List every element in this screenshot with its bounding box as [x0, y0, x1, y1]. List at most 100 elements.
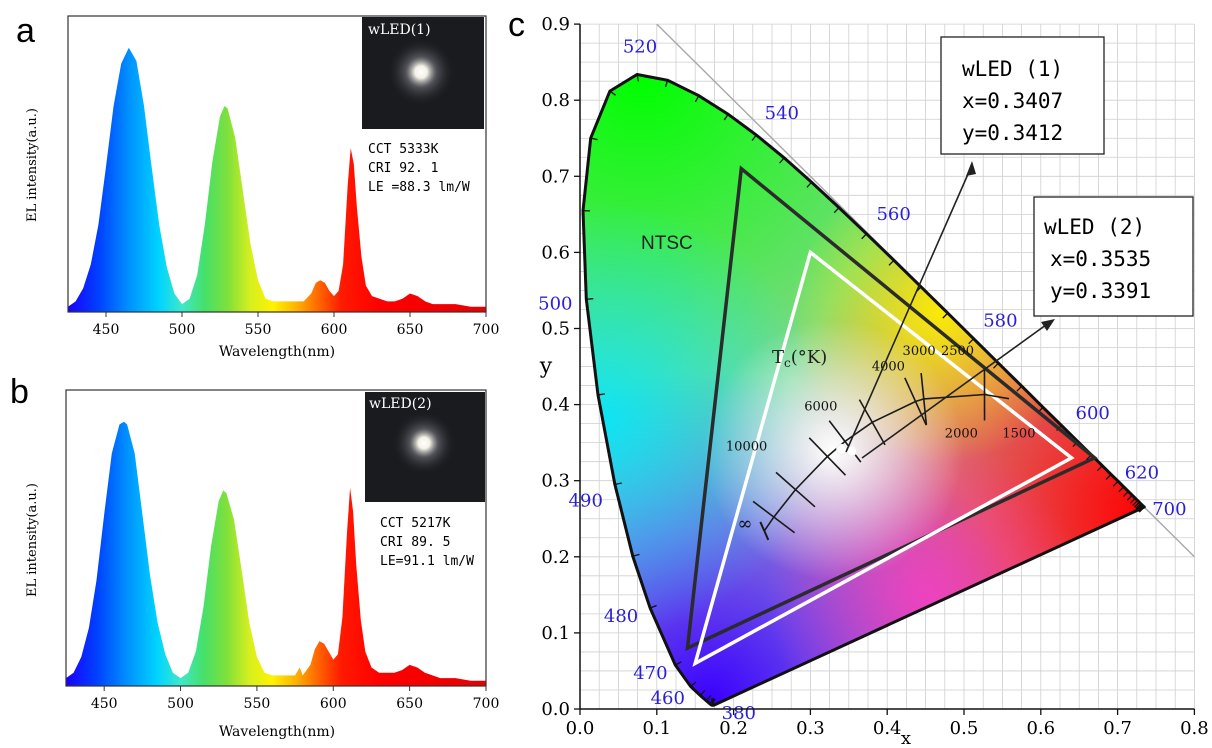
x-tick-label: 650: [396, 696, 423, 712]
cct-label: 3000: [903, 344, 936, 359]
y-tick-label: 0.2: [541, 547, 570, 568]
y-tick-label: 0.9: [541, 14, 570, 35]
panel-b-cri: CRI 89. 5: [380, 535, 450, 550]
x-tick-label: 600: [321, 322, 348, 338]
wavelength-label-540: 540: [765, 103, 799, 124]
locus-tick: [1137, 505, 1144, 512]
locus-tick: [1133, 501, 1140, 508]
panel-a-xticks: 450 500 550 600 650 700: [93, 312, 500, 338]
locus-tick: [1118, 486, 1125, 493]
x-tick-label: 500: [169, 322, 196, 338]
panel-c-axes: 0.0 0.1 0.2 0.3 0.4 0.5 0.6 0.7 0.8 0.0 0.1 0.2 0.3 0…: [541, 14, 1208, 739]
panel-a-frame: [67, 15, 487, 313]
y-tick-label: 0.3: [541, 471, 570, 492]
locus-tick: [711, 698, 716, 706]
wavelength-label-480: 480: [604, 606, 638, 627]
spectrum-area: [68, 47, 486, 312]
isotherm-line: [828, 420, 862, 463]
wled2-pointer: [861, 321, 1051, 459]
wled1-arrowhead: [966, 161, 976, 176]
locus-tick: [1138, 506, 1145, 513]
cct-label: 1500: [1002, 426, 1035, 441]
x-tick-label: 500: [167, 696, 194, 712]
x-tick-label: 700: [473, 322, 500, 338]
wled-point: [836, 443, 848, 455]
x-tick-label: 0.5: [950, 718, 979, 739]
panel-a-letter: a: [16, 12, 35, 50]
x-tick-label: 0.0: [566, 718, 595, 739]
y-tick-label: 0.7: [541, 166, 570, 187]
locus-tick: [861, 233, 868, 240]
panel-c-gamut-triangles: [685, 165, 1098, 667]
wavelength-label-600: 600: [1076, 403, 1110, 424]
wavelength-label-580: 580: [983, 310, 1017, 331]
locus-tick: [705, 694, 712, 702]
locus-tick: [1132, 500, 1139, 506]
y-tick-label: 0.4: [541, 395, 570, 416]
x-tick-label: 0.2: [719, 718, 748, 739]
panel-b-xticks: 450 500 550 600 650 700: [91, 686, 499, 712]
wavelength-label-520: 520: [623, 36, 657, 57]
panel-a-inset-label: wLED(1): [368, 22, 431, 38]
locus-tick: [649, 604, 657, 609]
locus-tick: [597, 393, 606, 396]
panel-c-ylabel: y: [539, 354, 553, 379]
spectrum-area: [66, 421, 486, 686]
panel-a-ylabel: EL intensity(a.u.): [25, 108, 40, 222]
y-tick-label: 0.1: [541, 623, 570, 644]
planckian-curve: [763, 393, 1010, 532]
tc-label-main: T: [772, 347, 784, 368]
locus-tick: [1135, 503, 1142, 509]
led-glow-1: [387, 38, 455, 106]
x-tick-label: 0.4: [873, 718, 902, 739]
locus-tick: [636, 74, 639, 82]
locus-tick: [586, 298, 594, 300]
panel-a-cct: CCT 5333K: [368, 142, 439, 157]
x-tick-label: 0.6: [1026, 718, 1055, 739]
x-tick-label: 0.8: [1180, 718, 1209, 739]
locus-tick: [806, 181, 813, 188]
isotherm-line: [775, 471, 816, 508]
x-tick-label: 0.7: [1103, 718, 1132, 739]
locus-tick: [1136, 504, 1143, 511]
wled2-callout: wLED (2) x=0.3535 y=0.3391: [1033, 196, 1194, 317]
locus-tick: [1105, 473, 1112, 480]
isotherm-line: [858, 399, 886, 446]
locus-tick: [942, 312, 949, 319]
panel-b-le: LE=91.1 lm/W: [380, 554, 474, 569]
isotherm-line: [920, 372, 928, 425]
wavelength-label-470: 470: [633, 663, 667, 684]
locus-tick: [590, 137, 598, 141]
wavelength-label-620: 620: [1125, 463, 1159, 484]
locus-tick: [888, 259, 895, 266]
isotherm-line: [904, 377, 928, 426]
panel-a-plot: [68, 47, 486, 312]
panel-b-inset-photo: wLED(2): [365, 392, 485, 502]
y-tick-label: 0.5: [541, 319, 570, 340]
locus-tick: [993, 362, 999, 369]
locus-tick: [690, 681, 697, 687]
locus-tick: [632, 553, 640, 557]
wled2-x: x=0.3535: [1050, 247, 1151, 271]
locus-outline: [581, 72, 1146, 707]
panel-b-letter: b: [10, 373, 29, 411]
y-tick-label: 0.6: [541, 242, 570, 263]
panel-b: b 450 500 550 600 650 700 EL intensity(a.u.) …: [10, 373, 499, 740]
isotherm-infinity-cap: [759, 521, 770, 541]
panel-c-xlabel: x: [901, 728, 911, 748]
locus-tick: [699, 689, 706, 696]
wled1-x: x=0.3407: [962, 89, 1063, 113]
isotherm-line: [808, 437, 847, 476]
x-tick-label: 450: [93, 322, 120, 338]
locus-tick: [1016, 385, 1023, 392]
wavelength-label-490: 490: [569, 491, 603, 512]
locus-tick: [1112, 480, 1119, 487]
cct-label: 6000: [804, 400, 837, 415]
led-glow-2: [392, 411, 456, 475]
ntsc-label: NTSC: [641, 233, 693, 254]
cct-label: 2000: [945, 426, 978, 441]
x-tick-label: 450: [91, 696, 118, 712]
x-tick-label: 0.3: [796, 718, 825, 739]
locus-tick: [1122, 490, 1129, 497]
